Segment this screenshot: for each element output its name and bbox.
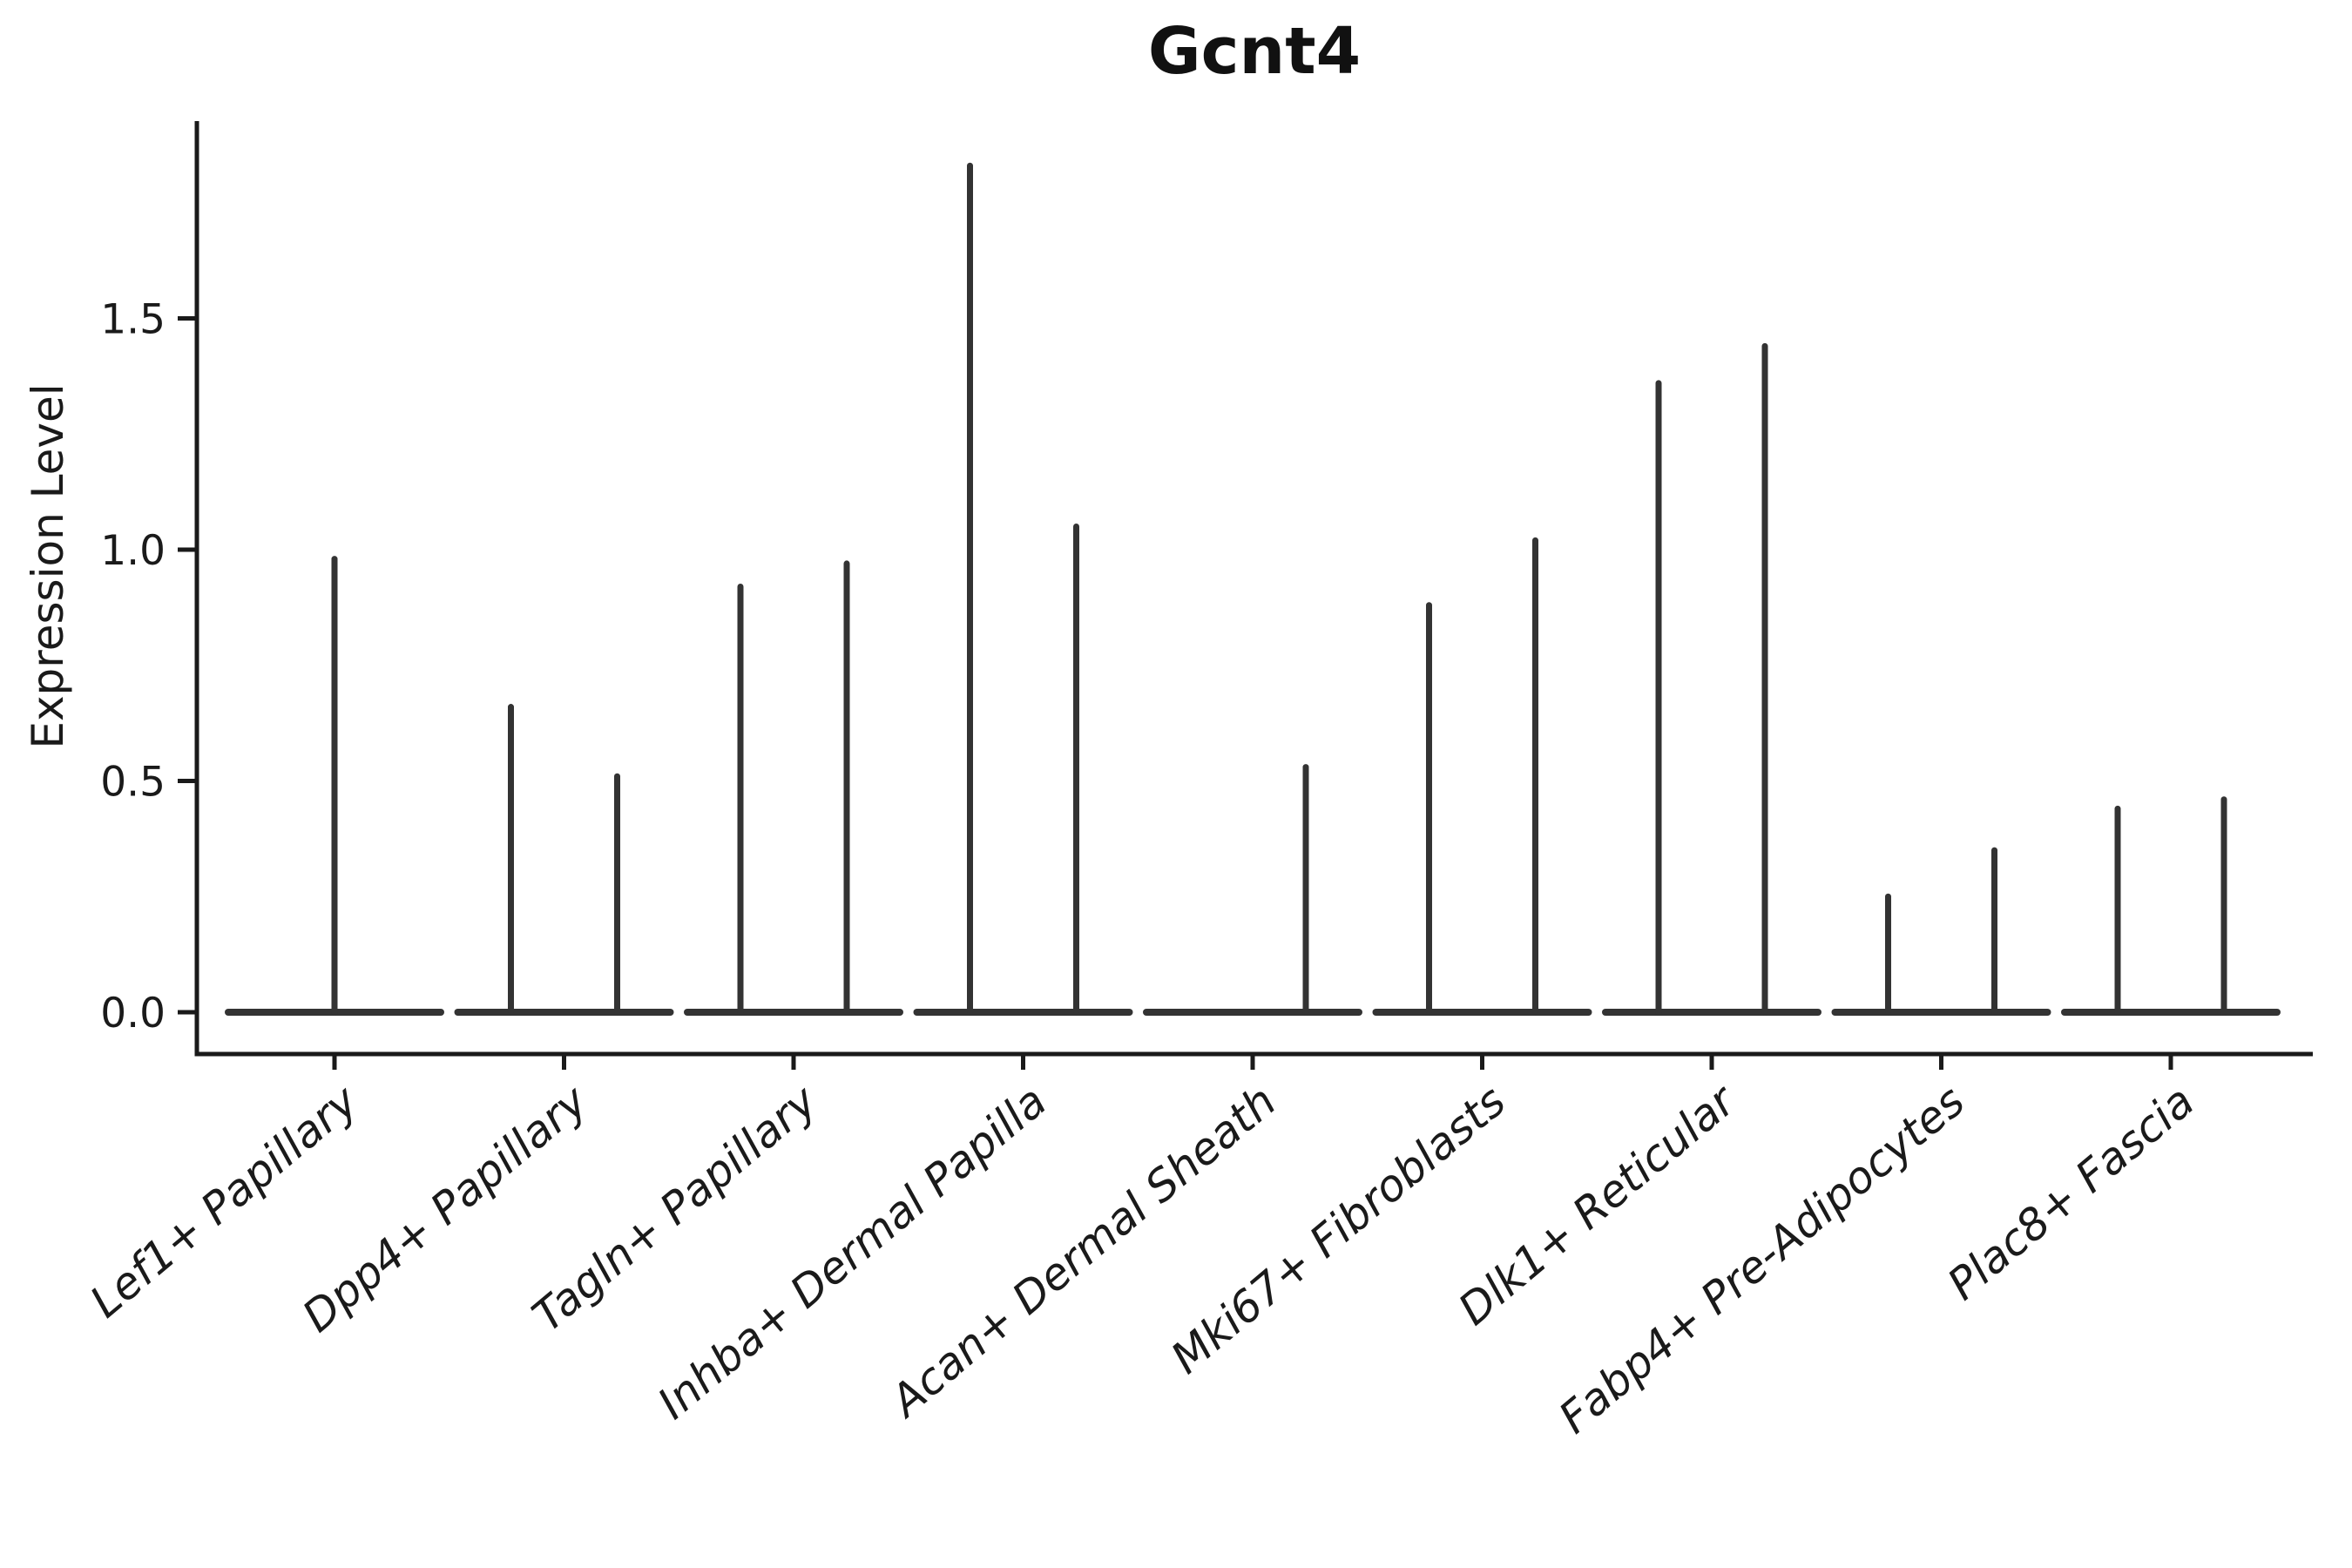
x-tick-label: Inhba+ Dermal Papilla (648, 1076, 1056, 1429)
x-tick-label: Plac8+ Fascia (1938, 1076, 2204, 1310)
y-tick-label: 0.5 (100, 759, 166, 807)
y-tick-label: 1.0 (100, 527, 166, 575)
x-tick-label: Acan+ Dermal Sheath (880, 1076, 1286, 1428)
y-axis-label: Expression Level (23, 383, 73, 748)
x-tick-label: Fabp4+ Pre-Adipocytes (1550, 1076, 1974, 1443)
y-tick-label: 1.5 (100, 296, 166, 344)
chart-title: Gcnt4 (1148, 14, 1361, 89)
y-tick-label: 0.0 (100, 990, 166, 1037)
